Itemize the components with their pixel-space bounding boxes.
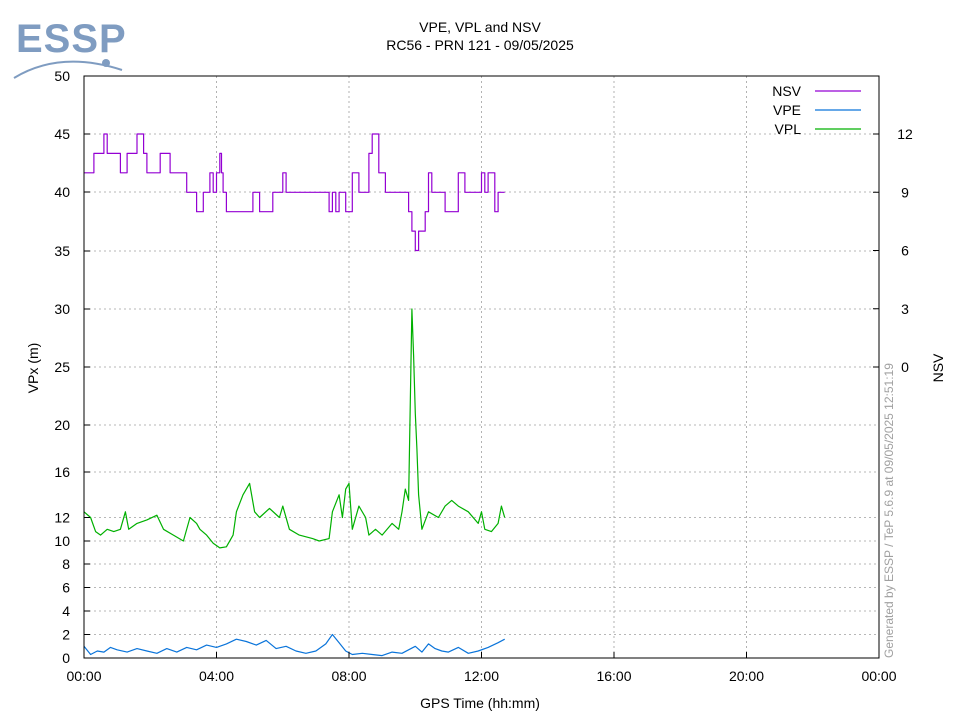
legend-label-nsv: NSV (772, 83, 801, 99)
legend-label-vpe: VPE (773, 102, 801, 118)
legend: NSV VPE VPL (772, 83, 861, 137)
y2-tick-label: 9 (901, 184, 909, 200)
y-tick-label: 12 (54, 510, 70, 526)
y-tick-label: 6 (62, 580, 70, 596)
y-tick-label: 35 (54, 243, 70, 259)
y-tick-label: 8 (62, 556, 70, 572)
y2-axis-label: NSV (930, 353, 946, 382)
y2-tick-label: 6 (901, 243, 909, 259)
y-tick-label: 25 (54, 359, 70, 375)
x-tick-label: 16:00 (596, 668, 631, 684)
y-tick-label: 50 (54, 68, 70, 84)
y-tick-label: 40 (54, 184, 70, 200)
grid (84, 76, 879, 658)
y-tick-label: 30 (54, 301, 70, 317)
chart-title: VPE, VPL and NSV (419, 19, 541, 35)
x-axis-label: GPS Time (hh:mm) (420, 695, 540, 711)
chart-subtitle: RC56 - PRN 121 - 09/05/2025 (386, 37, 574, 53)
x-tick-label: 08:00 (331, 668, 366, 684)
y-tick-label: 45 (54, 126, 70, 142)
y-tick-label: 20 (54, 417, 70, 433)
ticks: 0 2 4 6 8 10 12 16 20 25 30 35 40 45 50 0 3 6 9 12 00:00 04:0… (54, 68, 913, 684)
x-tick-label: 04:00 (199, 668, 234, 684)
y-tick-label: 2 (62, 627, 70, 643)
essp-logo: ESSP (13, 17, 127, 79)
logo-text: ESSP (16, 17, 127, 61)
legend-label-vpl: VPL (775, 121, 802, 137)
y2-tick-label: 0 (901, 359, 909, 375)
x-tick-label: 00:00 (861, 668, 896, 684)
series-vpe-line (83, 633, 505, 657)
y-tick-label: 10 (54, 533, 70, 549)
y-tick-label: 0 (62, 650, 70, 666)
y2-tick-label: 12 (897, 126, 913, 142)
x-tick-label: 00:00 (66, 668, 101, 684)
series-vpl-line (83, 308, 506, 549)
series-nsv-line (84, 133, 505, 252)
x-tick-label: 20:00 (729, 668, 764, 684)
series-layer (83, 133, 506, 657)
generated-credit: Generated by ESSP / TeP 5.6.9 at 09/05/2… (882, 363, 896, 658)
y-axis-label: VPx (m) (25, 343, 41, 394)
y2-tick-label: 3 (901, 301, 909, 317)
x-tick-label: 12:00 (464, 668, 499, 684)
y-tick-label: 4 (62, 603, 70, 619)
y-tick-label: 16 (54, 464, 70, 480)
